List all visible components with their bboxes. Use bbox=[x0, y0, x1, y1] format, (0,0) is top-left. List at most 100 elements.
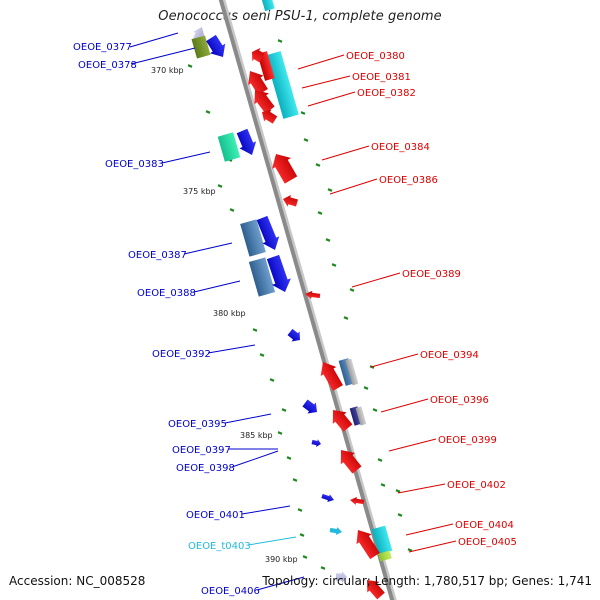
tick-mark bbox=[380, 483, 386, 487]
tick-mark bbox=[315, 163, 321, 167]
tick-mark bbox=[252, 328, 258, 332]
kbp-marker-label: 390 kbp bbox=[265, 555, 298, 564]
tick-mark bbox=[217, 184, 223, 188]
forward-gene-arrow bbox=[311, 439, 321, 448]
backbone-line bbox=[218, 0, 395, 600]
tick-mark bbox=[297, 508, 303, 512]
forward-gene-label: OEOE_0397 bbox=[172, 445, 231, 456]
reverse-gene-arrow bbox=[283, 195, 298, 207]
gene-leader-line bbox=[370, 353, 419, 368]
reverse-gene-label: OEOE_0405 bbox=[458, 537, 517, 548]
gene-leader-line bbox=[405, 523, 454, 536]
reverse-gene-block bbox=[349, 406, 363, 426]
forward-gene-arrow bbox=[302, 399, 318, 414]
tick-mark bbox=[292, 478, 298, 482]
gene-leader-line bbox=[231, 450, 279, 468]
tick-mark bbox=[349, 288, 355, 292]
forward-gene-label: OEOE_0398 bbox=[176, 463, 235, 474]
gene-leader-line bbox=[329, 178, 378, 195]
gene-leader-line bbox=[301, 75, 351, 89]
reverse-gene-block bbox=[257, 51, 275, 81]
tick-mark bbox=[286, 456, 292, 460]
kbp-marker-label: 380 kbp bbox=[213, 309, 246, 318]
gene-leader-line bbox=[307, 91, 356, 107]
reverse-gene-arrow bbox=[350, 496, 365, 505]
tick-mark bbox=[303, 138, 309, 142]
forward-gene-label: OEOE_0406 bbox=[201, 586, 260, 597]
reverse-gene-arrow bbox=[248, 70, 268, 96]
gene-leader-line bbox=[321, 145, 370, 161]
gene-leader-line bbox=[397, 483, 446, 494]
tick-mark bbox=[363, 386, 369, 390]
trna-gene-arrow bbox=[329, 527, 342, 536]
kbp-marker-label: 385 kbp bbox=[240, 431, 273, 440]
kbp-marker-label: 370 kbp bbox=[151, 66, 184, 75]
tick-mark bbox=[407, 548, 413, 552]
reverse-gene-arrow bbox=[252, 47, 265, 63]
reverse-gene-block bbox=[261, 0, 275, 12]
tick-mark bbox=[397, 513, 403, 517]
gene-leader-line bbox=[247, 536, 297, 546]
reverse-gene-block bbox=[345, 358, 359, 386]
forward-gene-arrow bbox=[236, 128, 257, 155]
reverse-gene-block bbox=[265, 51, 299, 119]
tick-mark bbox=[302, 555, 308, 559]
forward-gene-label: OEOE_0388 bbox=[137, 288, 196, 299]
reverse-gene-label: OEOE_0402 bbox=[447, 480, 506, 491]
topology-text: Topology: circular; Length: 1,780,517 bp… bbox=[262, 574, 592, 588]
forward-gene-arrow bbox=[321, 493, 334, 502]
tick-mark bbox=[317, 211, 323, 215]
reverse-gene-label: OEOE_0404 bbox=[455, 520, 514, 531]
gene-leader-line bbox=[193, 280, 241, 293]
tick-mark bbox=[377, 458, 383, 462]
tick-mark bbox=[281, 408, 287, 412]
reverse-gene-label: OEOE_0389 bbox=[402, 269, 461, 280]
forward-gene-label: OEOE_0395 bbox=[168, 419, 227, 430]
trna-gene-label: OEOE_t0403 bbox=[188, 541, 251, 552]
forward-gene-label: OEOE_0378 bbox=[78, 60, 137, 71]
reverse-gene-block bbox=[378, 550, 392, 562]
tick-mark bbox=[325, 238, 331, 242]
gene-leader-line bbox=[207, 344, 256, 354]
reverse-gene-arrow bbox=[332, 410, 353, 432]
gene-leader-line bbox=[161, 151, 211, 164]
forward-gene-label: OEOE_0387 bbox=[128, 250, 187, 261]
gene-leader-line bbox=[129, 32, 179, 48]
forward-gene-arrow bbox=[206, 34, 226, 57]
gene-leader-line bbox=[130, 47, 196, 65]
forward-gene-arrow bbox=[336, 571, 347, 583]
reverse-gene-arrow bbox=[271, 153, 298, 184]
tick-mark bbox=[320, 566, 326, 570]
gene-leader-line bbox=[388, 438, 437, 452]
reverse-gene-label: OEOE_0382 bbox=[357, 88, 416, 99]
reverse-gene-arrow bbox=[254, 89, 275, 114]
gene-leader-line bbox=[183, 242, 233, 255]
reverse-gene-label: OEOE_0399 bbox=[438, 435, 497, 446]
tick-mark bbox=[259, 353, 265, 357]
forward-gene-label: OEOE_0383 bbox=[105, 159, 164, 170]
kbp-marker-label: 375 kbp bbox=[183, 187, 216, 196]
tick-mark bbox=[372, 408, 378, 412]
accession-text: Accession: NC_008528 bbox=[9, 574, 146, 588]
reverse-gene-block bbox=[371, 525, 393, 555]
tick-mark bbox=[327, 188, 333, 192]
reverse-gene-arrow bbox=[340, 449, 362, 474]
reverse-gene-arrow bbox=[366, 579, 385, 600]
forward-gene-label: OEOE_0392 bbox=[152, 349, 211, 360]
reverse-gene-arrow bbox=[305, 290, 321, 299]
tick-mark bbox=[205, 110, 211, 114]
forward-gene-block bbox=[240, 219, 266, 257]
forward-gene-arrow bbox=[287, 328, 300, 342]
forward-gene-block bbox=[248, 257, 276, 297]
tick-mark bbox=[395, 489, 401, 493]
forward-gene-block bbox=[191, 35, 211, 59]
reverse-gene-label: OEOE_0386 bbox=[379, 175, 438, 186]
gene-leader-line bbox=[241, 505, 291, 515]
reverse-gene-arrow bbox=[262, 109, 278, 124]
gene-leader-line bbox=[351, 272, 401, 288]
tick-mark bbox=[229, 208, 235, 212]
reverse-gene-arrow bbox=[356, 530, 380, 560]
forward-gene-arrow bbox=[256, 215, 280, 250]
tick-mark bbox=[300, 111, 306, 115]
